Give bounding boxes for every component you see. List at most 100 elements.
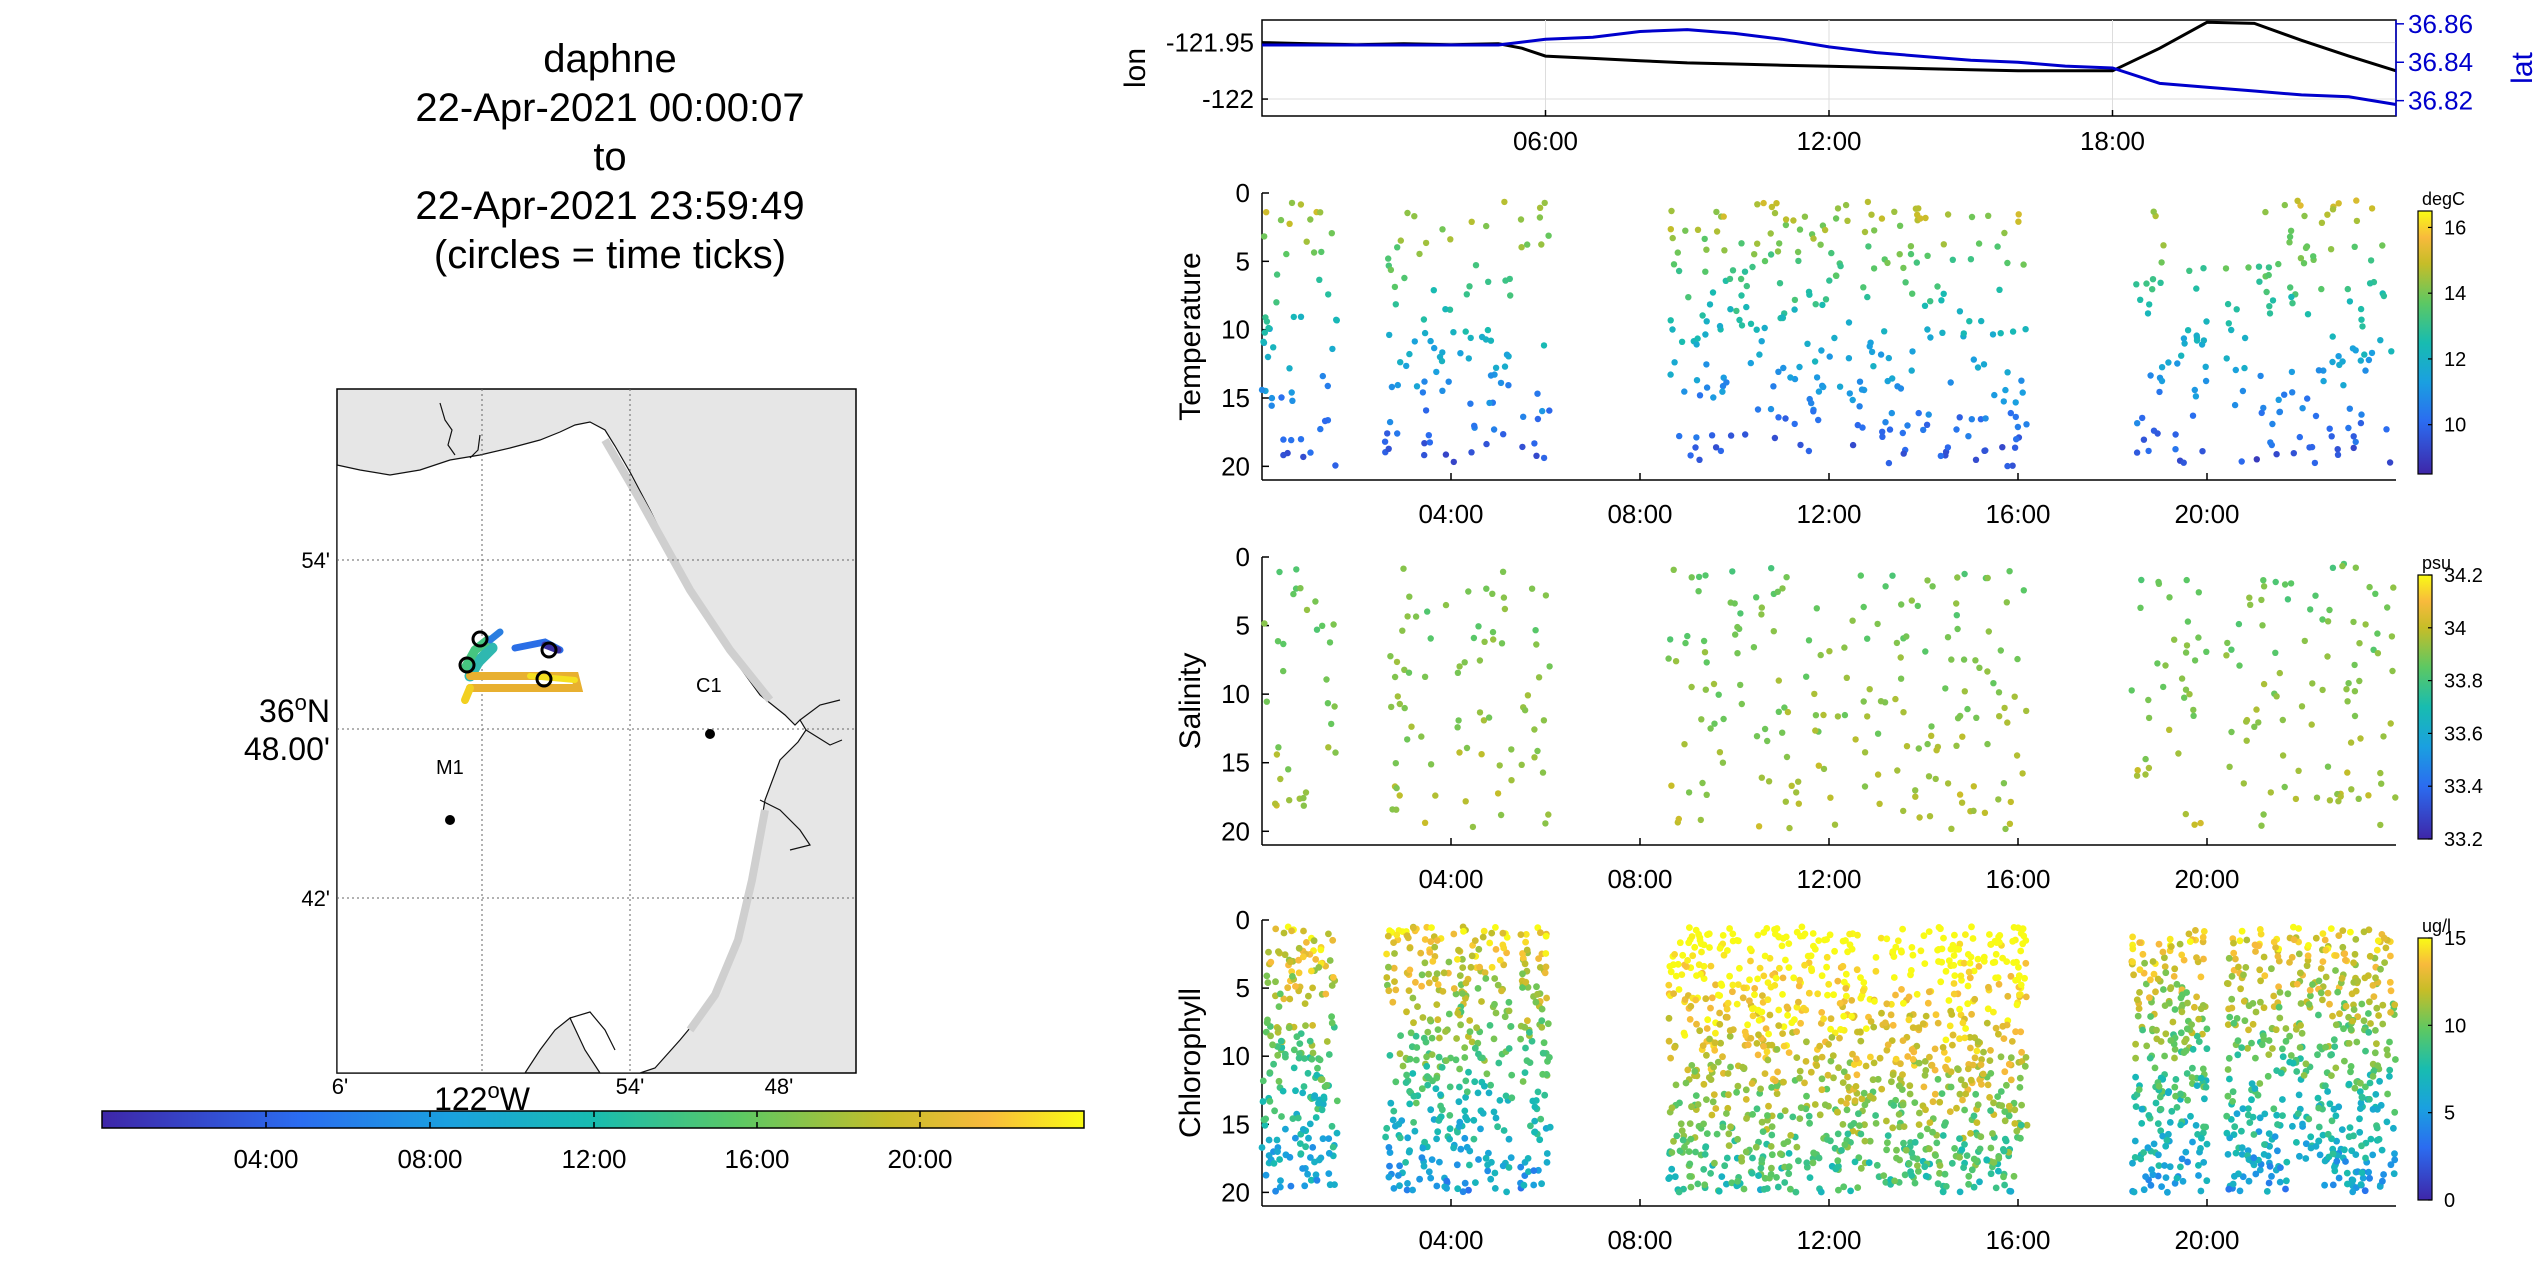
chlorophyll-point bbox=[1455, 946, 1462, 954]
salinity-point bbox=[2006, 568, 2013, 575]
temperature-point bbox=[1866, 343, 1873, 350]
chlorophyll-point bbox=[2361, 974, 2369, 982]
temperature-point bbox=[2178, 352, 2185, 359]
temperature-point bbox=[2361, 351, 2368, 358]
chlorophyll-point bbox=[2379, 1001, 2387, 1009]
station-m1-label: M1 bbox=[436, 757, 464, 779]
salinity-point bbox=[2387, 720, 2394, 727]
salinity-point bbox=[1485, 714, 1493, 721]
chlorophyll-point bbox=[1958, 1146, 1966, 1154]
salinity-point bbox=[1263, 698, 1271, 705]
salinity-xtick-label: 20:00 bbox=[2174, 864, 2239, 894]
temperature-point bbox=[1416, 250, 1423, 258]
temperature-point bbox=[1421, 440, 1428, 447]
chlorophyll-point bbox=[1921, 960, 1929, 967]
temperature-point bbox=[1280, 451, 1287, 459]
chlorophyll-point bbox=[1463, 1088, 1471, 1096]
salinity-point bbox=[1813, 605, 1821, 612]
chlorophyll-point bbox=[1507, 1154, 1515, 1161]
temperature-xtick-label: 08:00 bbox=[1607, 499, 1672, 529]
chlorophyll-point bbox=[2295, 950, 2303, 958]
chlorophyll-point bbox=[1986, 931, 1993, 938]
chlorophyll-point bbox=[2228, 972, 2236, 980]
salinity-point bbox=[2142, 755, 2149, 763]
temperature-point bbox=[1703, 318, 1710, 325]
chlorophyll-point bbox=[2375, 1012, 2383, 1019]
salinity-point bbox=[2020, 587, 2028, 594]
chlorophyll-point bbox=[2366, 1174, 2374, 1182]
salinity-point bbox=[1701, 649, 1709, 656]
chlorophyll-point bbox=[1853, 1055, 1860, 1063]
temperature-point bbox=[2256, 278, 2263, 285]
temperature-point bbox=[1701, 235, 1708, 243]
chlorophyll-point bbox=[1279, 1087, 1287, 1095]
temperature-point bbox=[1546, 407, 1553, 414]
temperature-colorbar bbox=[2417, 210, 2433, 475]
salinity-point bbox=[2195, 634, 2202, 641]
chlorophyll-point bbox=[1844, 1073, 1851, 1081]
chlorophyll-point bbox=[2362, 1154, 2369, 1162]
chlorophyll-point bbox=[1482, 1154, 1490, 1162]
chlorophyll-point bbox=[1277, 1177, 1284, 1184]
chlorophyll-point bbox=[1701, 1181, 1709, 1189]
temperature-point bbox=[2013, 436, 2020, 443]
salinity-point bbox=[2251, 723, 2258, 730]
temperature-point bbox=[1981, 447, 1988, 454]
temperature-point bbox=[1794, 248, 1802, 256]
chlorophyll-point bbox=[1487, 1081, 1494, 1089]
chlorophyll-point bbox=[2343, 1169, 2351, 1177]
chlorophyll-point bbox=[2256, 1166, 2264, 1174]
temperature-point bbox=[1723, 379, 1730, 386]
temperature-ytick-label: 10 bbox=[1221, 315, 1250, 345]
chlorophyll-point bbox=[2367, 1135, 2375, 1143]
temperature-point bbox=[2224, 300, 2232, 308]
salinity-point bbox=[1764, 737, 1771, 745]
chlorophyll-point bbox=[1744, 1041, 1752, 1049]
temperature-point bbox=[1708, 432, 1716, 439]
temperature-point bbox=[2009, 328, 2017, 335]
temperature-point bbox=[1812, 301, 1819, 308]
chlorophyll-point bbox=[2274, 1121, 2281, 1128]
chlorophyll-point bbox=[1703, 1096, 1710, 1103]
salinity-point bbox=[1758, 774, 1766, 781]
chlorophyll-point bbox=[2256, 1114, 2264, 1122]
chlorophyll-point bbox=[2294, 1110, 2302, 1117]
temperature-point bbox=[2297, 255, 2305, 262]
chlorophyll-point bbox=[2230, 1019, 2238, 1027]
chlorophyll-point bbox=[1797, 1019, 1804, 1027]
salinity-point bbox=[2326, 606, 2333, 614]
chlorophyll-point bbox=[1414, 1003, 1421, 1010]
chlorophyll-point bbox=[1700, 1080, 1708, 1088]
chlorophyll-point bbox=[2331, 1043, 2339, 1050]
chlorophyll-point bbox=[2144, 1144, 2152, 1152]
chlorophyll-point bbox=[1785, 964, 1793, 971]
chlorophyll-point bbox=[2146, 994, 2153, 1002]
chlorophyll-point bbox=[2018, 1101, 2025, 1109]
chlorophyll-point bbox=[1443, 1184, 1450, 1192]
salinity-point bbox=[1490, 636, 1497, 643]
temperature-point bbox=[1854, 421, 1862, 429]
chlorophyll-point bbox=[1946, 1108, 1954, 1115]
chlorophyll-point bbox=[2372, 974, 2379, 982]
chlorophyll-point bbox=[2245, 1002, 2253, 1010]
chlorophyll-point bbox=[1427, 1106, 1435, 1114]
salinity-point bbox=[1323, 676, 1330, 683]
chlorophyll-point bbox=[1851, 1158, 1859, 1166]
temperature-point bbox=[1733, 307, 1740, 315]
chlorophyll-point bbox=[1461, 1107, 1469, 1115]
temperature-point bbox=[2253, 456, 2260, 463]
temperature-point bbox=[2263, 288, 2270, 296]
temperature-colorbar-tick-label: 10 bbox=[2444, 415, 2466, 437]
chlorophyll-point bbox=[1909, 1024, 1917, 1031]
temperature-point bbox=[1289, 397, 1296, 404]
chlorophyll-point bbox=[1495, 1059, 1503, 1067]
chlorophyll-point bbox=[1670, 990, 1677, 997]
temperature-point bbox=[1669, 234, 1676, 242]
chlorophyll-point bbox=[1785, 1150, 1793, 1157]
temperature-point bbox=[1791, 306, 1798, 313]
temperature-point bbox=[2334, 451, 2342, 458]
chlorophyll-point bbox=[1944, 1056, 1952, 1063]
chlorophyll-point bbox=[2366, 1095, 2373, 1103]
chlorophyll-point bbox=[1534, 1088, 1542, 1096]
chlorophyll-point bbox=[1295, 944, 1303, 952]
